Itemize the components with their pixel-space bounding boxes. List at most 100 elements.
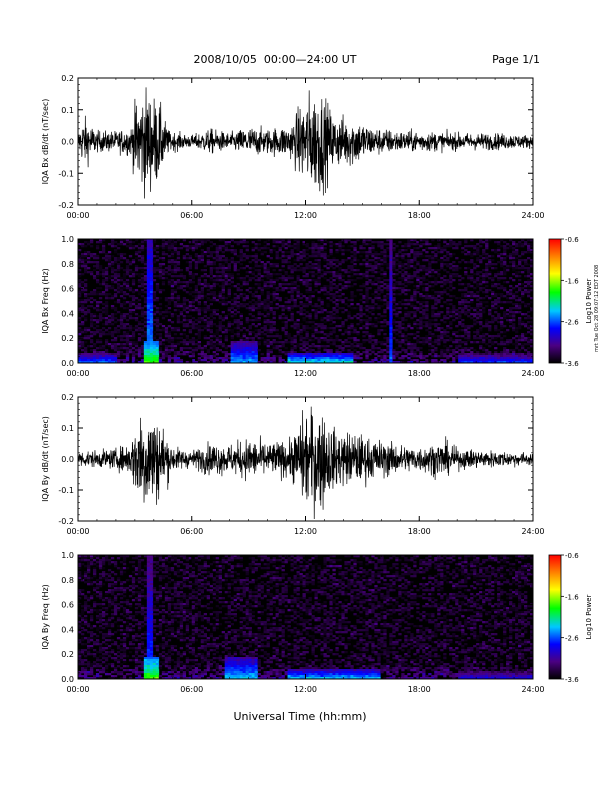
spectrogram-cell [146,355,151,358]
spectrogram-cell [467,283,471,286]
spectrogram-cell [200,307,205,310]
spectrogram-cell [464,299,468,302]
spectrogram-cell [236,289,240,292]
spectrogram-cell [176,297,181,300]
spectrogram-cell [365,251,369,254]
spectrogram-cell [419,253,423,256]
spectrogram-cell [464,293,468,296]
spectrogram-cell [428,271,432,274]
spectrogram-cell [500,339,504,342]
spectrogram-cell [260,305,264,308]
spectrogram-cell [509,253,513,256]
spectrogram-cell [95,279,100,282]
spectrogram-cell [293,269,297,272]
spectrogram-cell [473,353,477,356]
spectrogram-cell [467,357,471,360]
spectrogram-cell [422,269,426,272]
spectrogram-cell [266,307,270,310]
spectrogram-cell [479,361,483,364]
spectrogram-cell [78,353,82,356]
spectrogram-cell [236,347,240,350]
spectrogram-cell [206,309,211,312]
spectrogram-cell [359,251,363,254]
spectrogram-cell [401,323,405,326]
spectrogram-cell [302,325,306,328]
spectrogram-cell [425,301,429,304]
spectrogram-cell [239,293,243,296]
spectrogram-cell [161,245,166,248]
spectrogram-cell [395,321,399,324]
spectrogram-cell [350,317,354,320]
spectrogram-cell [335,349,339,352]
spectrogram-cell [107,333,112,336]
spectrogram-cell [152,311,157,314]
spectrogram-cell [323,265,327,268]
spectrogram-cell [383,259,387,262]
spectrogram-cell [146,357,151,360]
spectrogram-cell [191,341,196,344]
spectrogram-cell [344,341,348,344]
spectrogram-cell [98,309,103,312]
spectrogram-cell [407,333,411,336]
spectrogram-cell [350,275,354,278]
spectrogram-cell [494,303,498,306]
spectrogram-cell [452,349,456,352]
spectrogram-cell [212,361,216,364]
spectrogram-cell [437,299,441,302]
spectrogram-cell [80,261,85,264]
spectrogram-cell [287,357,291,360]
spectrogram-cell [305,361,309,364]
spectrogram-cell [275,257,279,260]
spectrogram-cell [245,345,249,348]
spectrogram-cell [80,321,85,324]
spectrogram-cell [446,335,450,338]
spectrogram-cell [410,275,414,278]
spectrogram-cell [167,345,172,348]
spectrogram-cell [83,255,88,258]
spectrogram-cell [464,327,468,330]
spectrogram-cell [482,275,486,278]
spectrogram-cell [224,249,228,252]
spectrogram-cell [440,285,444,288]
spectrogram-cell [239,347,243,350]
spectrogram-cell [266,319,270,322]
spectrogram-cell [119,359,124,362]
spectrogram-cell [266,323,270,326]
spectrogram-cell [434,329,438,332]
spectrogram-cell [95,315,100,318]
spectrogram-cell [344,357,348,360]
spectrogram-cell [182,329,187,332]
spectrogram-cell [197,331,202,334]
spectrogram-cell [191,355,196,358]
spectrogram-cell [395,281,399,284]
spectrogram-cell [215,295,219,298]
spectrogram-cell [260,301,264,304]
spectrogram-cell [80,331,85,334]
spectrogram-cell [116,287,121,290]
spectrogram-cell [500,239,504,242]
spectrogram-cell [353,345,357,348]
spectrogram-cell [431,257,435,260]
spectrogram-cell [146,269,151,272]
spectrogram-cell [476,303,480,306]
spectrogram-cell [503,325,507,328]
spectrogram-cell [230,341,234,344]
spectrogram-cell [290,343,294,346]
spectrogram-cell [479,355,483,358]
spectrogram-cell [335,277,339,280]
spectrogram-cell [125,259,130,262]
y-tick-label: -0.1 [58,169,74,178]
spectrogram-cell [281,321,285,324]
spectrogram-cell [236,355,240,358]
spectrogram-cell [173,353,178,356]
spectrogram-cell [287,243,291,246]
spectrogram-cell [443,263,447,266]
spectrogram-cell [413,313,417,316]
spectrogram-cell [260,265,264,268]
spectrogram-cell [95,245,100,248]
spectrogram-cell [221,357,225,360]
spectrogram-cell [128,309,133,312]
spectrogram-cell [200,269,205,272]
spectrogram-cell [224,245,228,248]
spectrogram-cell [119,317,124,320]
